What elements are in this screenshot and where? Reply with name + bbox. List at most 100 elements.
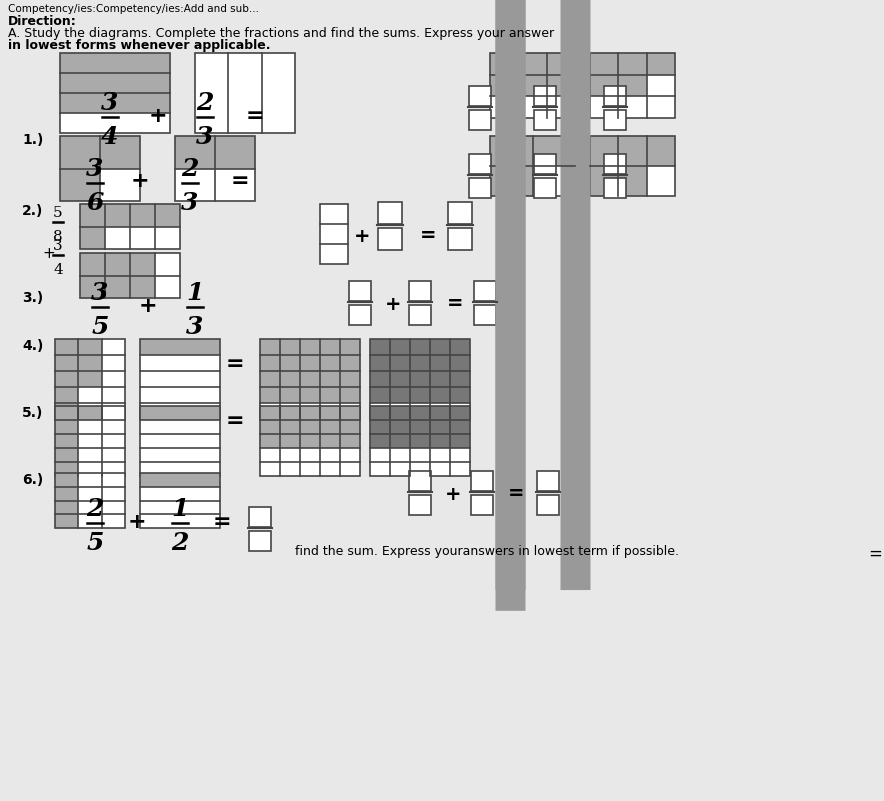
Bar xyxy=(618,136,647,166)
Text: 5.): 5.) xyxy=(22,406,43,420)
Bar xyxy=(140,473,220,487)
Bar xyxy=(370,339,470,419)
Bar xyxy=(280,387,300,403)
Text: +: + xyxy=(127,512,147,532)
Bar xyxy=(370,339,470,419)
Bar xyxy=(490,136,575,196)
Bar xyxy=(60,93,170,113)
Bar xyxy=(260,371,280,387)
Bar xyxy=(390,434,410,448)
Bar xyxy=(590,53,675,118)
Bar xyxy=(55,339,125,419)
Bar xyxy=(537,471,559,491)
Text: 2: 2 xyxy=(181,157,199,181)
Bar xyxy=(618,74,647,96)
Bar xyxy=(378,202,402,224)
Text: A. Study the diagrams. Complete the fractions and find the sums. Express your an: A. Study the diagrams. Complete the frac… xyxy=(8,27,554,40)
Text: Direction:: Direction: xyxy=(8,15,77,28)
Text: 2: 2 xyxy=(171,531,188,555)
Bar xyxy=(80,227,105,249)
Text: in lowest forms whenever applicable.: in lowest forms whenever applicable. xyxy=(8,39,271,52)
Bar xyxy=(260,420,280,434)
Bar xyxy=(490,136,575,196)
Bar xyxy=(60,136,140,201)
Text: 4: 4 xyxy=(102,125,118,149)
Bar xyxy=(349,305,371,325)
Bar xyxy=(280,434,300,448)
Bar xyxy=(390,420,410,434)
Bar xyxy=(430,339,450,355)
Bar xyxy=(490,74,518,96)
Bar xyxy=(80,253,105,276)
Bar xyxy=(604,86,626,106)
Text: 6: 6 xyxy=(87,191,103,215)
Text: +: + xyxy=(139,296,157,316)
Text: find the sum. Express youranswers in lowest term if possible.: find the sum. Express youranswers in low… xyxy=(295,545,679,558)
Text: +: + xyxy=(42,245,55,260)
Bar xyxy=(175,136,215,168)
Bar xyxy=(532,136,575,166)
Bar xyxy=(410,387,430,403)
Bar xyxy=(60,136,100,168)
Bar xyxy=(410,339,430,355)
Bar xyxy=(370,420,390,434)
Text: 4: 4 xyxy=(53,263,63,277)
Bar xyxy=(410,434,430,448)
Bar xyxy=(370,371,390,387)
Text: 2.): 2.) xyxy=(22,204,43,218)
Bar xyxy=(175,136,255,201)
Bar xyxy=(80,204,180,249)
Bar xyxy=(140,406,220,476)
Bar xyxy=(130,204,155,227)
Bar xyxy=(55,406,125,476)
Text: 1: 1 xyxy=(171,497,188,521)
Bar xyxy=(534,110,556,130)
Bar xyxy=(471,471,493,491)
Bar xyxy=(260,339,280,355)
Bar xyxy=(390,339,410,355)
Bar xyxy=(448,202,472,224)
Text: +: + xyxy=(131,171,149,191)
Bar xyxy=(100,136,140,168)
Text: =: = xyxy=(420,227,436,245)
Bar xyxy=(79,355,102,371)
Bar xyxy=(320,434,340,448)
Bar xyxy=(55,403,79,419)
Bar xyxy=(469,154,491,174)
Bar xyxy=(430,434,450,448)
Bar xyxy=(370,355,390,371)
Bar xyxy=(300,387,320,403)
Bar xyxy=(410,355,430,371)
Bar xyxy=(340,371,360,387)
Bar xyxy=(410,406,430,420)
Bar xyxy=(409,471,431,491)
Bar xyxy=(55,473,79,487)
Bar xyxy=(450,420,470,434)
Bar xyxy=(80,204,180,249)
Bar xyxy=(537,495,559,515)
Bar xyxy=(590,166,618,196)
Text: +: + xyxy=(445,485,461,504)
Bar xyxy=(155,204,180,227)
Bar xyxy=(604,154,626,174)
Bar xyxy=(280,371,300,387)
Bar xyxy=(80,204,105,227)
Bar xyxy=(320,387,340,403)
Bar xyxy=(604,110,626,130)
Bar xyxy=(490,53,575,118)
Bar xyxy=(80,253,180,298)
Bar xyxy=(140,406,220,476)
Bar xyxy=(280,406,300,420)
Bar xyxy=(55,387,79,403)
Bar xyxy=(195,53,295,133)
Bar xyxy=(378,228,402,250)
Bar xyxy=(590,136,675,196)
Bar xyxy=(647,136,675,166)
Bar xyxy=(79,406,102,420)
Bar xyxy=(320,355,340,371)
Bar xyxy=(80,276,105,298)
Bar xyxy=(490,166,532,196)
Bar xyxy=(490,53,575,118)
Text: 2: 2 xyxy=(87,497,103,521)
Bar xyxy=(450,371,470,387)
